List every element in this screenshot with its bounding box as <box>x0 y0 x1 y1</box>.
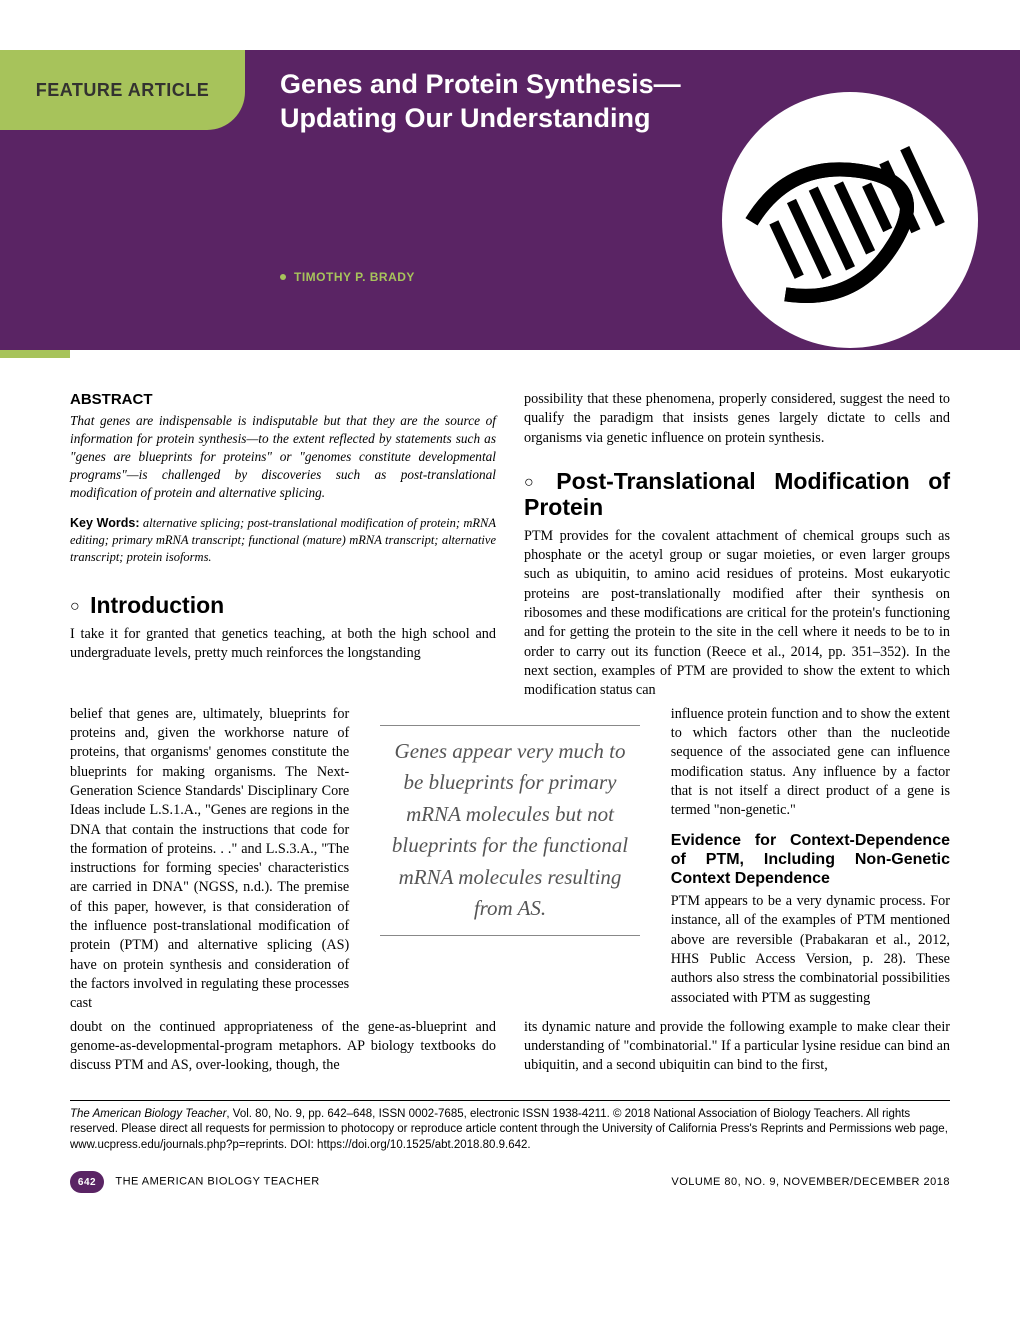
middle-wrap: Genes appear very much to be blueprints … <box>70 705 950 1014</box>
footer-right: VOLUME 80, NO. 9, NOVEMBER/DECEMBER 2018 <box>671 1176 950 1188</box>
intro-para-top: I take it for granted that genetics teac… <box>70 625 496 664</box>
intro-heading: ○ Introduction <box>70 592 496 618</box>
ptm-para-top: PTM provides for the covalent attachment… <box>524 527 950 701</box>
bullet-icon: ○ <box>70 598 80 616</box>
keywords-label: Key Words: <box>70 516 139 530</box>
dna-helix-icon <box>720 90 980 350</box>
journal-footer-name: THE AMERICAN BIOLOGY TEACHER <box>115 1176 319 1188</box>
keywords: Key Words: alternative splicing; post-tr… <box>70 515 496 566</box>
abstract-heading: ABSTRACT <box>70 390 496 410</box>
journal-name: The American Biology Teacher <box>70 1108 226 1120</box>
right-narrow: influence protein function and to show t… <box>671 705 950 1014</box>
page-number-badge: 642 <box>70 1171 104 1193</box>
abstract-body: That genes are indispensable is indisput… <box>70 412 496 501</box>
ptm-para-bottom: its dynamic nature and provide the follo… <box>524 1018 950 1076</box>
intro-para-bottom: doubt on the continued appropriateness o… <box>70 1018 496 1076</box>
feature-label: FEATURE ARTICLE <box>36 80 210 101</box>
citation-block: The American Biology Teacher, Vol. 80, N… <box>70 1107 950 1154</box>
accent-stripe <box>0 350 70 358</box>
page-footer: 642 THE AMERICAN BIOLOGY TEACHER VOLUME … <box>70 1171 950 1193</box>
col2-continuation: possibility that these phenomena, proper… <box>524 390 950 448</box>
author-bullet-icon <box>280 274 286 280</box>
bullet-icon: ○ <box>524 474 534 492</box>
right-column: possibility that these phenomena, proper… <box>524 390 950 705</box>
left-column: ABSTRACT That genes are indispensable is… <box>70 390 496 705</box>
pull-quote: Genes appear very much to be blueprints … <box>380 725 640 936</box>
author-name: TIMOTHY P. BRADY <box>294 270 415 284</box>
ptm-heading: ○ Post-Translational Modification of Pro… <box>524 468 950 521</box>
author-row: TIMOTHY P. BRADY <box>280 270 415 284</box>
left-narrow: belief that genes are, ultimately, bluep… <box>70 705 349 1014</box>
article-title-area: Genes and Protein Synthesis— Updating Ou… <box>280 68 780 136</box>
footer-separator <box>70 1100 950 1101</box>
header-band: FEATURE ARTICLE Genes and Protein Synthe… <box>0 50 1020 350</box>
footer-left: 642 THE AMERICAN BIOLOGY TEACHER <box>70 1171 320 1193</box>
ptm-subheading: Evidence for Context-Dependence of PTM, … <box>671 831 950 889</box>
feature-badge: FEATURE ARTICLE <box>0 50 245 130</box>
article-title: Genes and Protein Synthesis— Updating Ou… <box>280 68 780 136</box>
